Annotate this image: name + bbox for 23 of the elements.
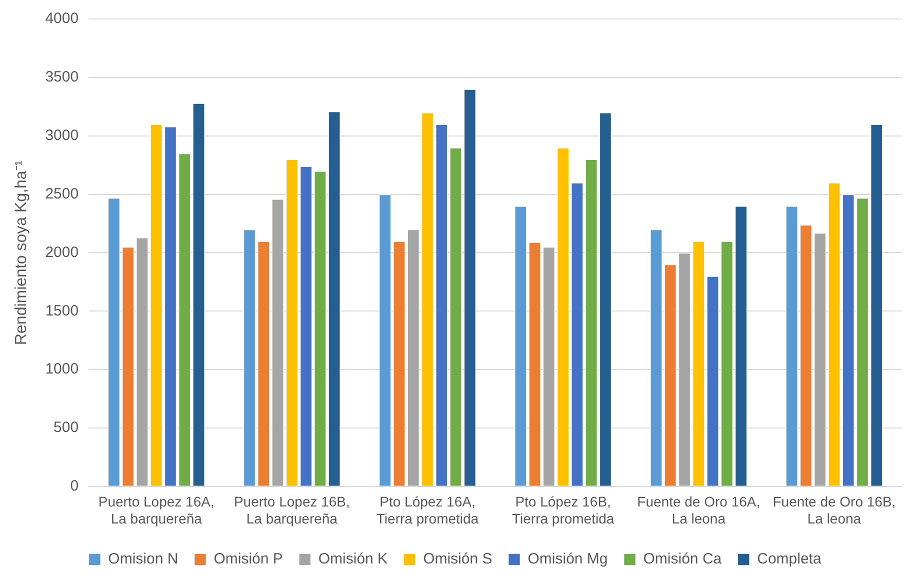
y-tick-label: 3000 xyxy=(45,126,79,144)
x-tick-label: Puerto Lopez 16B, La barquereña xyxy=(234,494,350,526)
legend-label: Omisión Mg xyxy=(528,550,608,568)
legend-label: Omisión K xyxy=(318,550,388,568)
y-tick-label: 500 xyxy=(54,419,79,436)
y-tick-label: 0 xyxy=(70,478,79,495)
legend-label: Omisión P xyxy=(214,550,283,568)
legend-label: Completa xyxy=(757,550,822,568)
y-axis-title: Rendimiento soya Kg,ha⁻¹ xyxy=(13,160,30,346)
x-tick-label: Fuente de Oro 16A, La leona xyxy=(637,494,760,526)
y-tick-label: 1000 xyxy=(45,360,79,378)
legend-label: Omisión Ca xyxy=(643,550,722,568)
x-tick-label: Fuente de Oro 16B, La leona xyxy=(772,494,896,526)
y-tick-label: 2500 xyxy=(45,185,79,202)
x-tick-label: Puerto Lopez 16A, La barquereña xyxy=(98,494,214,526)
y-tick-label: 1500 xyxy=(45,302,79,320)
legend-label: Omisión S xyxy=(423,550,492,568)
legend-label: Omision N xyxy=(108,550,178,568)
y-tick-label: 2000 xyxy=(45,244,79,261)
y-tick-label: 4000 xyxy=(45,10,79,28)
y-tick-label: 3500 xyxy=(45,68,79,86)
x-tick-label: Pto López 16A, Tierra prometida xyxy=(376,494,479,526)
x-tick-label: Pto López 16B, Tierra prometida xyxy=(512,494,614,526)
